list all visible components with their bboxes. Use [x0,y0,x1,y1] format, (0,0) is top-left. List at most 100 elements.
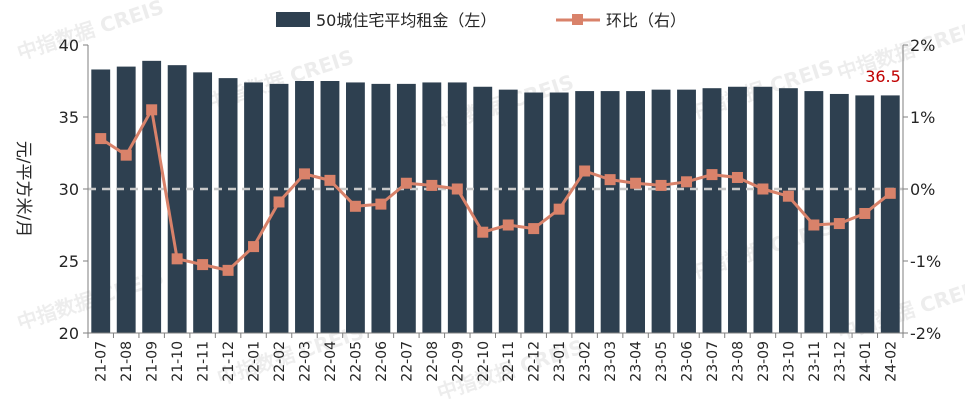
bar [626,91,645,333]
legend-line-label: 环比（右） [606,11,686,30]
line-point [426,179,438,191]
y-axis-label: 元/平方米/月 [13,141,33,237]
line-point [833,218,845,230]
bar [193,72,213,334]
x-tick-label: 23-02 [578,341,594,382]
bar [218,78,238,334]
left-tick-label: 25 [59,252,79,271]
line-point [171,253,183,265]
x-tick-label: 21-11 [196,341,212,382]
bar [142,60,162,334]
line-point [782,190,794,202]
bar [498,89,518,333]
line-point [502,219,514,231]
line-point [579,165,591,177]
x-tick-label: 23-06 [680,341,696,382]
right-tick-label: -2% [910,324,941,343]
bar [677,89,696,333]
bar [651,89,671,333]
line-series [95,104,896,276]
x-tick-label: 23-07 [705,341,721,382]
line-point [477,226,489,238]
x-tick-label: 23-03 [603,341,619,382]
bar [295,81,314,333]
line-point [298,168,310,180]
left-tick-label: 30 [59,180,79,199]
bar [91,69,111,333]
line-point [655,179,667,191]
line-point [400,177,412,189]
line-point [248,241,260,253]
line-point [324,174,336,186]
line-point [757,183,769,195]
bar [396,83,416,333]
bar [575,91,595,333]
left-tick-label: 40 [59,36,79,55]
x-tick-label: 23-08 [730,341,746,382]
x-tick-label: 24-01 [858,341,874,382]
x-tick-label: 23-11 [807,341,823,382]
x-tick-label: 23-09 [756,341,772,382]
line-point [604,174,616,186]
line-point [884,187,896,199]
x-tick-label: 24-02 [883,341,899,382]
line-point [273,196,285,208]
x-tick-label: 22-02 [272,341,288,382]
x-tick-label: 22-04 [323,341,339,382]
left-tick-label: 35 [59,108,79,127]
right-tick-label: 0% [910,180,935,199]
line-point [528,223,540,235]
watermark-text: 中指数据 CREIS [14,0,167,65]
x-tick-label: 23-01 [552,341,568,382]
bar [116,66,136,333]
line-point [553,203,565,215]
bar [269,83,289,333]
x-tick-label: 22-06 [374,341,390,382]
x-tick-label: 21-10 [170,341,186,382]
bar [753,86,773,333]
x-tick-label: 22-07 [399,341,415,382]
line-point [706,169,718,181]
legend: 50城住宅平均租金（左） 环比（右） [276,11,686,30]
x-tick-label: 22-08 [425,341,441,382]
line-point [95,133,107,145]
line-point [859,207,871,219]
x-tick-label: 23-05 [654,341,670,382]
right-tick-label: 1% [910,108,935,127]
line-point [197,259,209,271]
x-tick-label: 22-11 [501,341,517,382]
x-tick-label: 21-09 [145,341,161,382]
x-tick-label: 23-10 [781,341,797,382]
bar [804,91,824,333]
bar [167,65,187,333]
last-value-label: 36.5 [865,67,901,86]
legend-bar-label: 50城住宅平均租金（左） [316,11,496,30]
legend-bar-swatch [276,12,310,27]
line-point [451,183,463,195]
bar [244,82,263,333]
x-tick-label: 23-12 [832,341,848,382]
line-point [222,264,234,276]
axes: 20 25 30 35 40 -2% -1% 0% 1% 2% 21-07 21-08 21-09 21-… [59,36,942,382]
bar [473,86,493,333]
x-tick-label: 23-04 [629,341,645,382]
bar [728,86,747,333]
line-point [731,171,743,183]
x-tick-label: 22-09 [450,341,466,382]
line-point [349,200,361,212]
bar [702,88,722,333]
left-tick-label: 20 [59,324,79,343]
x-tick-label: 21-07 [94,341,110,382]
bar [829,93,849,334]
right-tick-label: 2% [910,36,935,55]
x-tick-label: 21-12 [221,341,237,382]
bar [447,82,467,333]
line-point [630,177,642,189]
x-tick-label: 22-03 [297,341,313,382]
line-point [681,176,693,188]
bar [524,92,544,334]
bar [422,82,442,333]
line-point [120,149,132,161]
bar [320,81,340,333]
